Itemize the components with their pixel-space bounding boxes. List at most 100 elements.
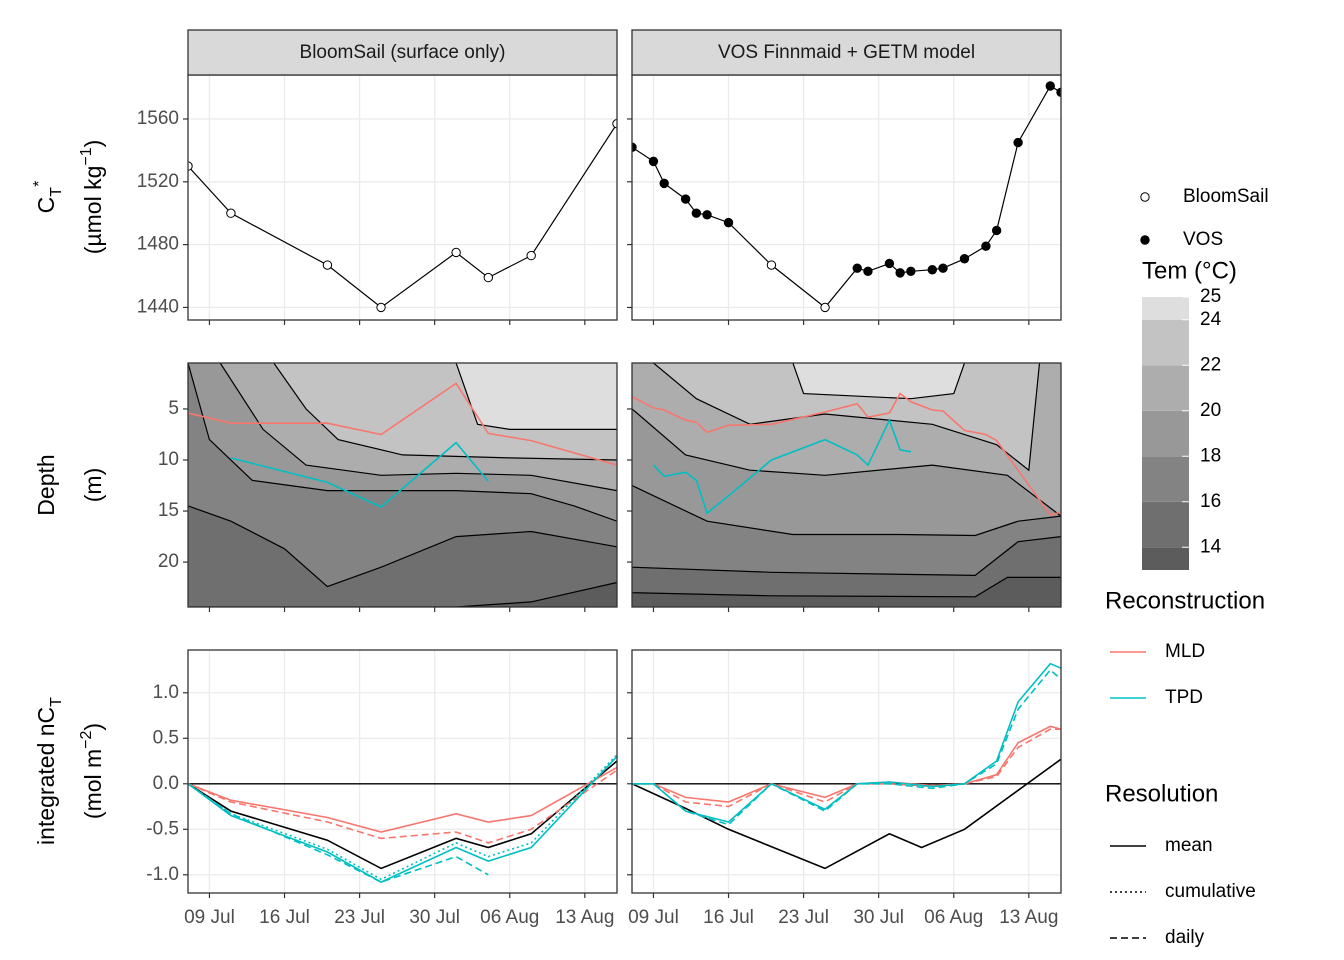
y-tick-label: 0.0 (153, 773, 179, 794)
y-axis-title: (µmol kg−1) (78, 140, 106, 255)
y-axis-title-part: Depth (33, 454, 59, 515)
data-line (188, 783, 489, 883)
data-point (991, 225, 1002, 236)
y-axis-title: (mol m−2) (78, 723, 106, 819)
data-point (723, 217, 734, 228)
data-point (376, 302, 386, 313)
data-point (680, 194, 691, 204)
colorbar-band (1142, 319, 1189, 366)
y-axis-title: CT* (31, 181, 65, 214)
data-line (188, 760, 617, 870)
data-line (188, 755, 617, 883)
panel (632, 363, 1061, 607)
data-point (1013, 137, 1023, 148)
depth-line (652, 418, 912, 515)
y-axis-title-part: C (33, 197, 59, 214)
y-tick-label: 20 (158, 551, 179, 572)
y-axis-title: Depth (33, 454, 59, 515)
y-tick-label: 1.0 (153, 682, 179, 703)
x-tick-label: 13 Aug (999, 907, 1058, 928)
x-tick-label: 13 Aug (555, 907, 614, 928)
data-point (451, 247, 461, 258)
y-axis-title-part: −1 (78, 147, 95, 165)
data-point (632, 142, 637, 152)
y-axis-title-part: ) (80, 140, 106, 148)
data-point (702, 210, 712, 220)
colorbar-band (1142, 547, 1189, 570)
data-point (1056, 87, 1061, 97)
panel (188, 75, 617, 320)
panel (632, 75, 1061, 320)
data-point (906, 266, 916, 277)
isotherm (792, 363, 966, 400)
data-line (632, 758, 1061, 870)
data-point (884, 258, 895, 269)
data-line (632, 85, 1061, 309)
contour-band (456, 363, 617, 430)
y-axis-title-part: * (31, 181, 48, 187)
legend-label: TPD (1165, 687, 1203, 708)
isotherm (632, 408, 1061, 517)
panel-border (187, 362, 618, 608)
panel-border (187, 649, 618, 894)
data-point (648, 156, 659, 167)
data-point (1045, 81, 1055, 91)
y-tick-label: 1480 (137, 234, 179, 255)
colorbar-label: 20 (1200, 400, 1221, 421)
panel-background (632, 75, 1061, 320)
legend-label: BloomSail (1183, 186, 1269, 207)
legend-title: Resolution (1105, 780, 1218, 807)
y-axis-title-part: −2 (78, 730, 95, 748)
data-point (959, 254, 970, 264)
isotherm (455, 363, 617, 430)
isotherm (653, 363, 1041, 472)
strip-label: BloomSail (surface only) (300, 42, 506, 63)
panel-background (188, 75, 617, 320)
x-tick-label: 30 Jul (853, 907, 904, 928)
x-tick-label: 06 Aug (480, 907, 539, 928)
colorbar-band (1142, 365, 1189, 411)
x-tick-label: 16 Jul (703, 907, 754, 928)
data-point (927, 265, 937, 275)
colorbar-label: 14 (1200, 536, 1222, 557)
x-tick-label: 06 Aug (924, 907, 983, 928)
colorbar-band (1142, 297, 1189, 320)
panel (188, 650, 617, 893)
data-point (895, 268, 905, 278)
isotherm (188, 363, 617, 522)
colorbar-band (1142, 410, 1189, 457)
strip (187, 29, 618, 76)
y-axis-title-part: ) (80, 723, 106, 731)
data-point (766, 260, 777, 270)
panel-border (631, 649, 1062, 894)
panel (188, 363, 617, 607)
y-tick-label: 1440 (137, 296, 179, 317)
panel (632, 650, 1061, 893)
y-axis-title-part: (m) (80, 468, 106, 502)
panel-background (188, 650, 617, 893)
y-axis-title-part: T (48, 187, 65, 197)
data-point (526, 250, 536, 261)
strip (631, 29, 1062, 76)
legend-label: mean (1165, 835, 1213, 856)
data-line (188, 123, 617, 309)
strip-label: VOS Finnmaid + GETM model (718, 42, 975, 63)
panel-border (631, 362, 1062, 608)
y-tick-label: 1560 (137, 108, 179, 129)
legend-label: VOS (1183, 229, 1223, 250)
legend-title: Tem (°C) (1142, 257, 1237, 284)
y-axis-title-part: integrated nC (33, 707, 59, 845)
x-tick-label: 09 Jul (628, 907, 679, 928)
legend-label: MLD (1165, 641, 1205, 662)
colorbar-band (1142, 456, 1189, 502)
data-point (938, 263, 948, 273)
depth-line (230, 441, 489, 508)
data-point (226, 208, 236, 218)
data-point (852, 263, 862, 273)
legend-title: Reconstruction (1105, 587, 1265, 614)
colorbar-label: 16 (1200, 491, 1221, 512)
x-tick-label: 30 Jul (409, 907, 460, 928)
legend-label: cumulative (1165, 881, 1256, 902)
